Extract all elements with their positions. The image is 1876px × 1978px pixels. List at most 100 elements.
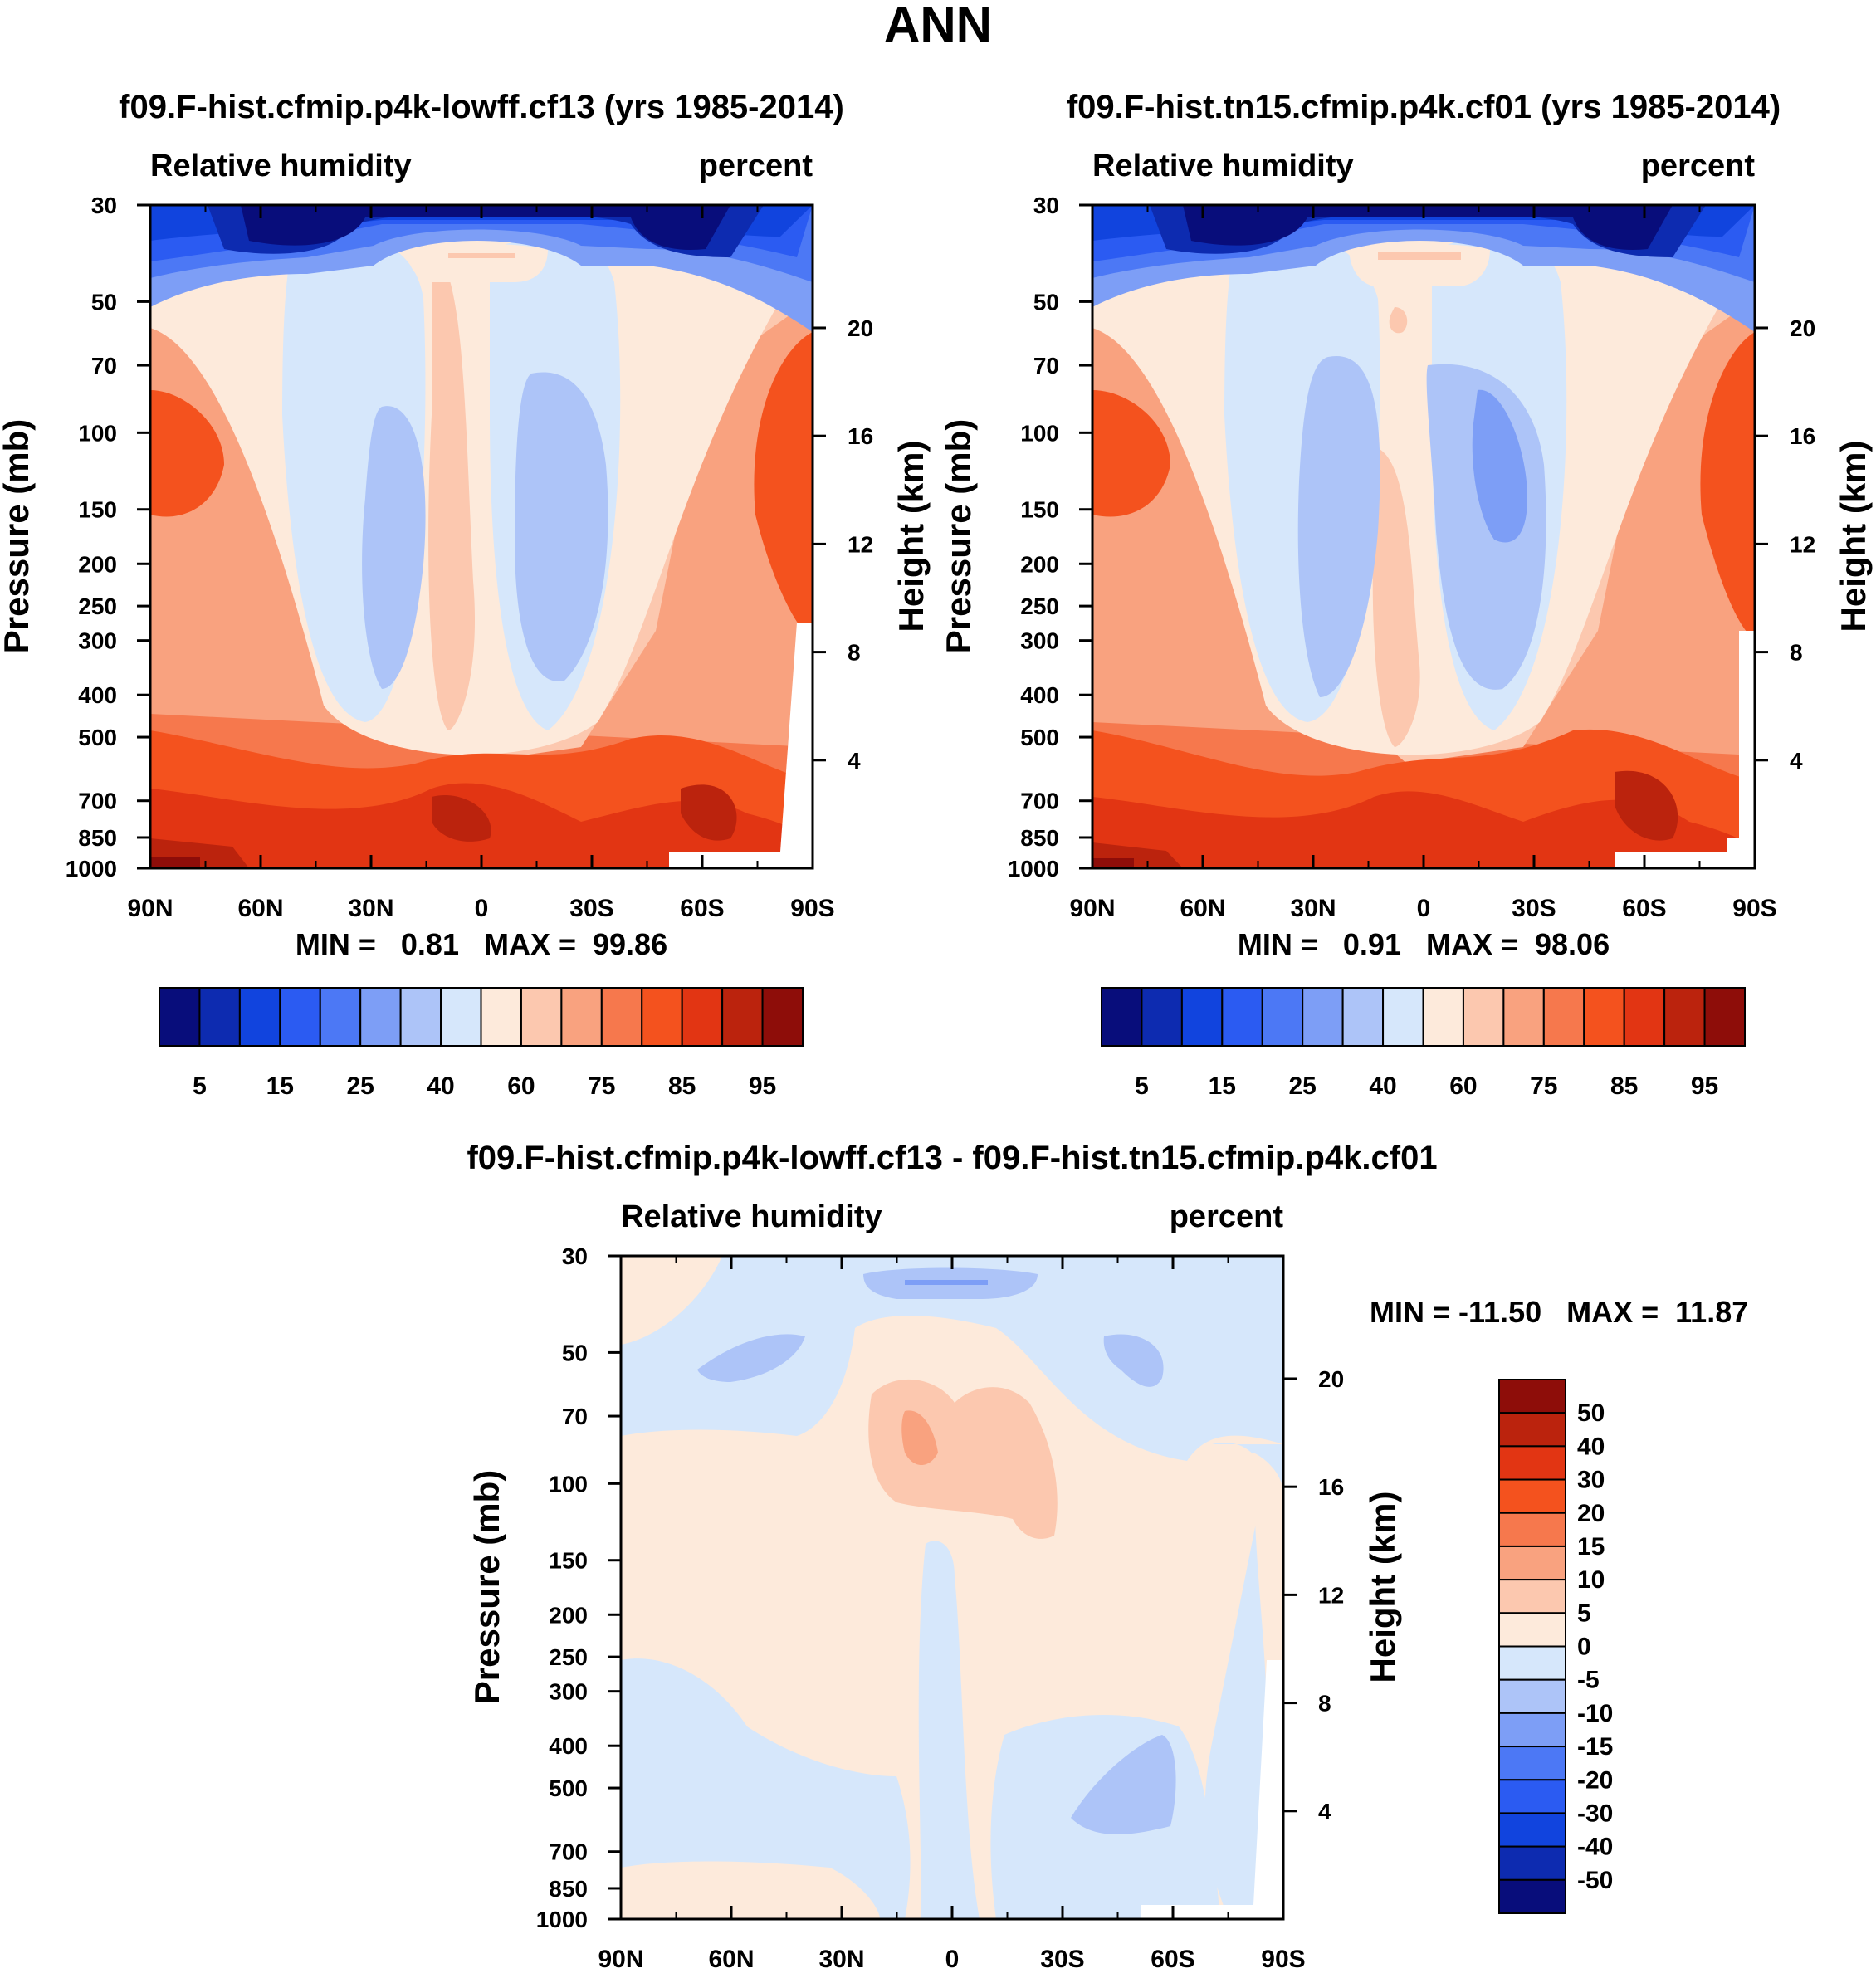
- field-c-neg-pbl-n: [621, 1658, 911, 1919]
- colorbar-label: 0: [1577, 1634, 1591, 1661]
- colorbar-swatch: [1498, 1678, 1566, 1714]
- y-tick-label: 700: [78, 789, 117, 814]
- colorbar-swatch: [319, 987, 362, 1047]
- x-tick-label: 60S: [1151, 1946, 1194, 1973]
- y-tick-label: 200: [549, 1602, 588, 1628]
- y-tick-label: 50: [91, 289, 117, 315]
- field-a-topo: [669, 623, 813, 868]
- colorbar-label: 50: [1577, 1399, 1605, 1427]
- colorbar-swatch: [1101, 987, 1143, 1047]
- panel-b-field: [1092, 205, 1755, 868]
- colorbar-swatch: [1623, 987, 1666, 1047]
- colorbar-label: 25: [347, 1072, 374, 1100]
- field-a-ttl: [407, 243, 548, 282]
- y-tick-label: 30: [562, 1243, 588, 1269]
- y2-tick-label: 16: [848, 423, 873, 449]
- colorbar-swatch: [1663, 987, 1706, 1047]
- y-tick-label: 850: [78, 825, 117, 851]
- y2-tick-label: 20: [1790, 315, 1815, 341]
- x-tick-label: 30N: [1290, 895, 1336, 922]
- panel-a-field: [150, 205, 813, 868]
- y-tick-label: 1000: [536, 1907, 588, 1932]
- y-tick-label: 700: [549, 1839, 588, 1865]
- x-tick-label: 90S: [1732, 895, 1776, 922]
- panel-a-y2label: Height (km): [892, 441, 931, 632]
- panel-b: f09.F-hist.tn15.cfmip.p4k.cf01 (yrs 1985…: [939, 89, 1873, 1100]
- field-a-pbl-3: [432, 795, 491, 842]
- colorbar-swatch: [480, 987, 522, 1047]
- colorbar-swatch: [721, 987, 764, 1047]
- colorbar-swatch: [1498, 1779, 1566, 1814]
- colorbar-swatch: [1583, 987, 1625, 1047]
- panel-a-left-label: Relative humidity: [150, 149, 412, 183]
- panel-b-y2label: Height (km): [1834, 441, 1873, 632]
- field-a-tropics: [428, 249, 476, 730]
- panel-c-y2label: Height (km): [1363, 1492, 1402, 1683]
- field-a-dry-core-s: [515, 372, 608, 681]
- field-a-polar-s: [754, 332, 813, 639]
- y-tick-label: 30: [91, 193, 117, 218]
- field-b-topo: [1615, 631, 1755, 868]
- y2-tick-label: 16: [1318, 1474, 1344, 1500]
- colorbar-swatch: [1498, 1478, 1566, 1514]
- field-b-pbl-2: [1092, 791, 1755, 868]
- y2-tick-label: 12: [1790, 531, 1815, 557]
- colorbar-label: 40: [1577, 1433, 1605, 1460]
- y-tick-label: 500: [1020, 725, 1059, 750]
- colorbar-label: 40: [427, 1072, 454, 1100]
- y-tick-label: 400: [78, 682, 117, 708]
- colorbar-swatch: [1498, 1812, 1566, 1848]
- y2-tick-label: 8: [1318, 1691, 1331, 1717]
- colorbar-swatch: [761, 987, 804, 1047]
- x-tick-label: 90S: [790, 895, 834, 922]
- x-tick-label: 90N: [1069, 895, 1115, 922]
- colorbar-swatch: [1498, 1545, 1566, 1581]
- colorbar-label: 20: [1577, 1500, 1605, 1527]
- panel-c-stats: MIN = -11.50 MAX = 11.87: [1370, 1295, 1748, 1329]
- colorbar-label: 25: [1289, 1072, 1317, 1100]
- y-tick-label: 300: [549, 1679, 588, 1705]
- colorbar-swatch: [1703, 987, 1746, 1047]
- y-tick-label: 1000: [66, 856, 117, 882]
- y-tick-label: 50: [562, 1340, 588, 1365]
- colorbar-swatch: [1261, 987, 1304, 1047]
- colorbar-swatch: [1382, 987, 1424, 1047]
- colorbar-label: -40: [1577, 1834, 1613, 1861]
- panel-a-title: f09.F-hist.cfmip.p4k-lowff.cf13 (yrs 198…: [119, 89, 844, 125]
- field-c-neg-upper: [621, 1256, 1283, 1461]
- panel-a-colorbar: 5 15 25 40 60 75 85 95: [159, 987, 804, 1100]
- colorbar-swatch: [1498, 1878, 1566, 1914]
- y-tick-label: 70: [91, 353, 117, 379]
- colorbar-swatch: [560, 987, 603, 1047]
- colorbar-label: 10: [1577, 1566, 1605, 1594]
- y-tick-label: 250: [78, 593, 117, 619]
- colorbar-swatch: [1498, 1845, 1566, 1881]
- field-a-ttl-core: [448, 253, 515, 258]
- colorbar-label: 15: [266, 1072, 294, 1100]
- colorbar-label: 60: [1449, 1072, 1477, 1100]
- x-tick-label: 0: [1417, 895, 1431, 922]
- colorbar-swatch: [1302, 987, 1344, 1047]
- field-b-ttl: [1349, 243, 1490, 286]
- y2-tick-label: 20: [1318, 1366, 1344, 1392]
- y2-tick-label: 4: [1790, 748, 1803, 774]
- panel-b-colorbar: 5 15 25 40 60 75 85 95: [1101, 987, 1746, 1100]
- panel-b-left-label: Relative humidity: [1092, 149, 1354, 183]
- y-tick-label: 700: [1020, 789, 1059, 814]
- panel-c: f09.F-hist.cfmip.p4k-lowff.cf13 - f09.F-…: [467, 1140, 1748, 1973]
- y-tick-label: 500: [78, 725, 117, 750]
- panel-b-title: f09.F-hist.tn15.cfmip.p4k.cf01 (yrs 1985…: [1067, 89, 1781, 125]
- panel-c-title: f09.F-hist.cfmip.p4k-lowff.cf13 - f09.F-…: [467, 1140, 1437, 1176]
- colorbar-label: 85: [668, 1072, 696, 1100]
- y-tick-label: 150: [549, 1548, 588, 1574]
- field-b-ttl-core: [1378, 252, 1461, 260]
- y-tick-label: 850: [549, 1876, 588, 1902]
- field-a-dry-core-n: [362, 406, 426, 689]
- colorbar-label: 85: [1610, 1072, 1638, 1100]
- colorbar-label: 75: [1530, 1072, 1557, 1100]
- y-tick-label: 250: [549, 1644, 588, 1670]
- colorbar-label: -10: [1577, 1700, 1613, 1727]
- x-tick-label: 60N: [1180, 895, 1225, 922]
- x-tick-label: 30N: [348, 895, 393, 922]
